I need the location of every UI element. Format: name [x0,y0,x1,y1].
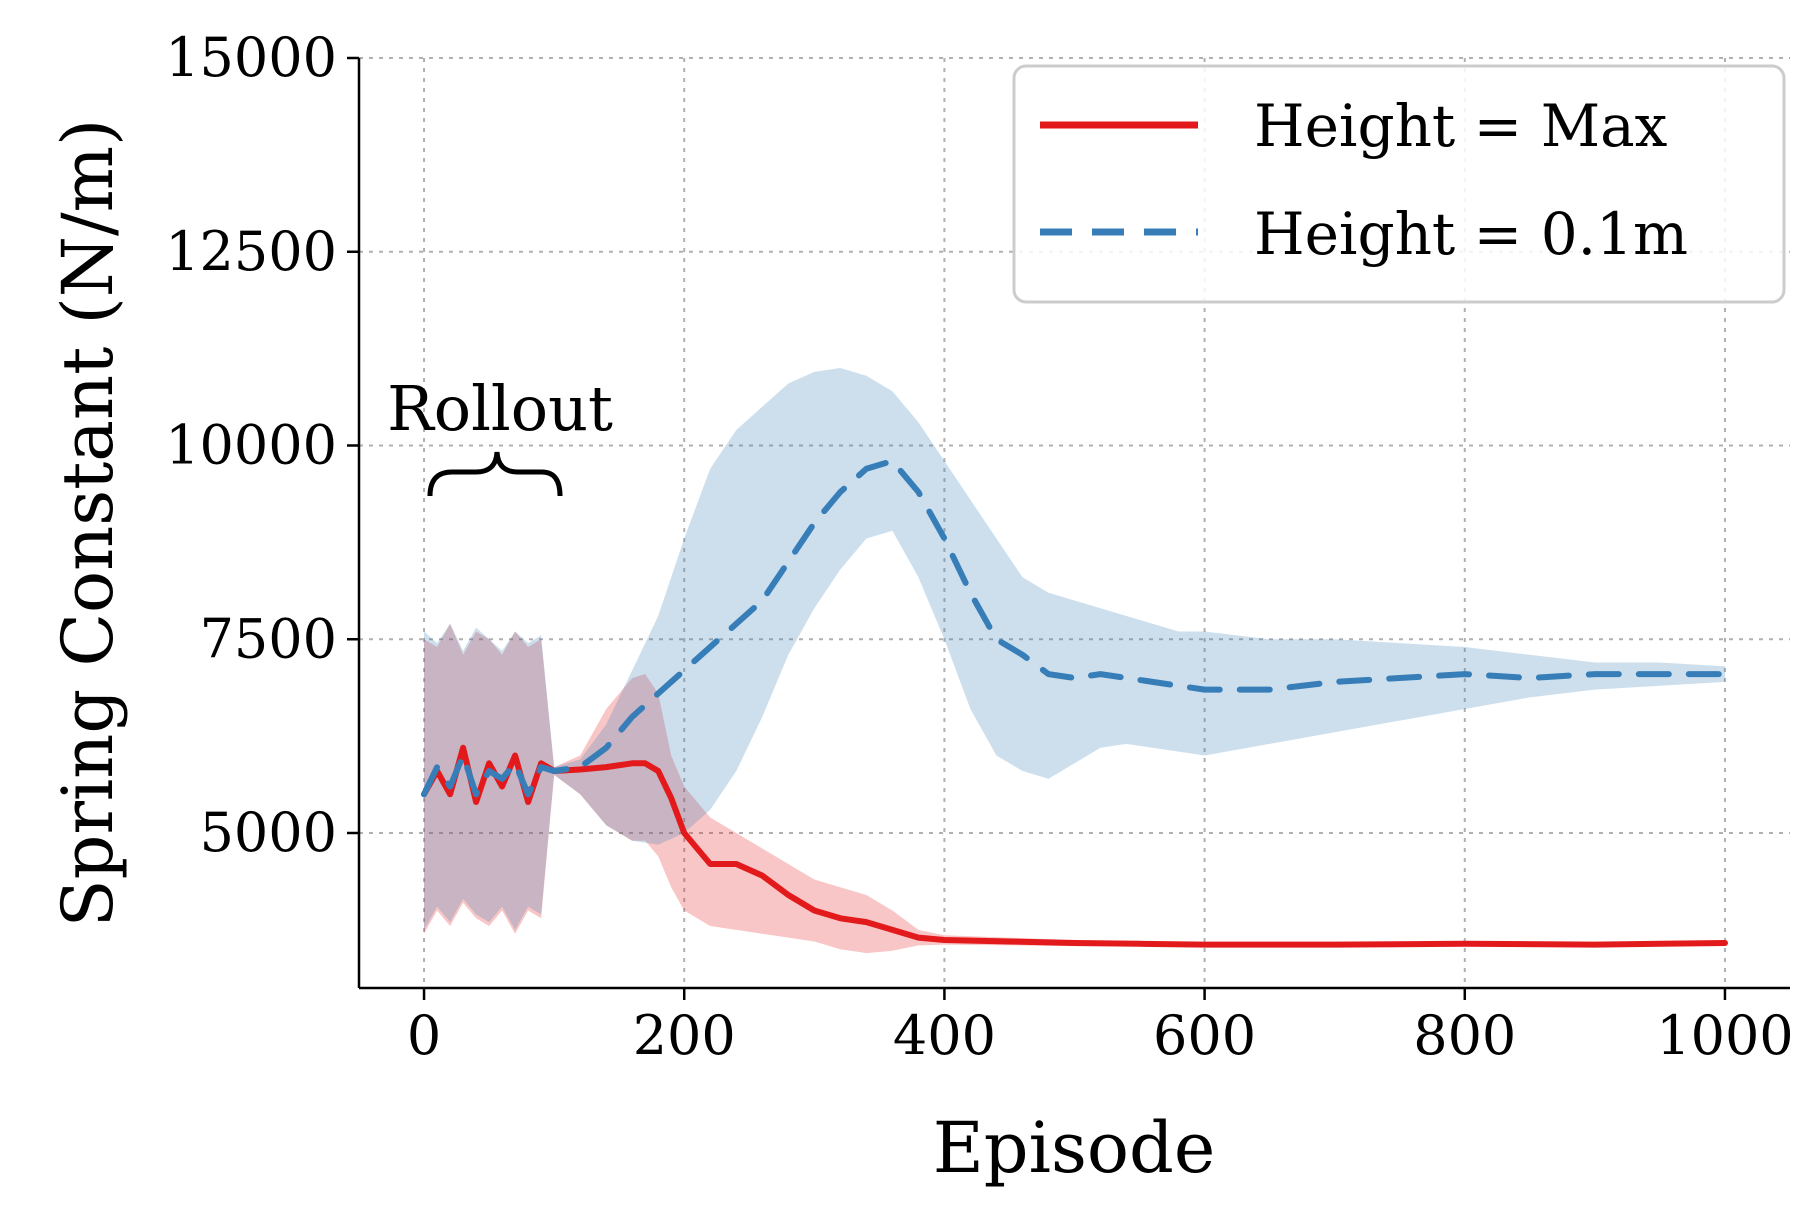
x-tick-label: 200 [633,1004,736,1067]
tick-layer: 0 200 400 600 800 1000 5000 7500 10000 12500 15000 [165,26,1793,1067]
rollout-annotation: Rollout [387,372,613,497]
series-band-1 [424,368,1725,930]
y-tick-label: 10000 [165,414,337,477]
legend-label-height-01m: Height = 0.1m [1254,200,1688,268]
y-axis-title: Spring Constant (N/m) [47,119,129,928]
y-tick-label: 5000 [200,801,337,864]
x-tick-label: 400 [893,1004,996,1067]
x-tick-label: 1000 [1656,1004,1793,1067]
legend: Height = Max Height = 0.1m [1012,64,1786,304]
x-tick-label: 600 [1153,1004,1256,1067]
x-tick-label: 800 [1413,1004,1516,1067]
x-tick-label: 0 [407,1004,441,1067]
x-axis-title: Episode [933,1107,1216,1189]
legend-frame [1012,64,1786,304]
y-tick-label: 15000 [165,26,337,89]
series-line-1 [421,458,1728,798]
rollout-curly-brace [427,451,563,497]
series-line-0 [421,744,1728,948]
y-tick-label: 7500 [200,607,337,670]
rollout-label: Rollout [387,372,613,445]
y-tick-label: 12500 [165,220,337,283]
line-layer [421,458,1728,948]
band-layer [424,368,1725,954]
legend-label-height-max: Height = Max [1254,92,1667,160]
